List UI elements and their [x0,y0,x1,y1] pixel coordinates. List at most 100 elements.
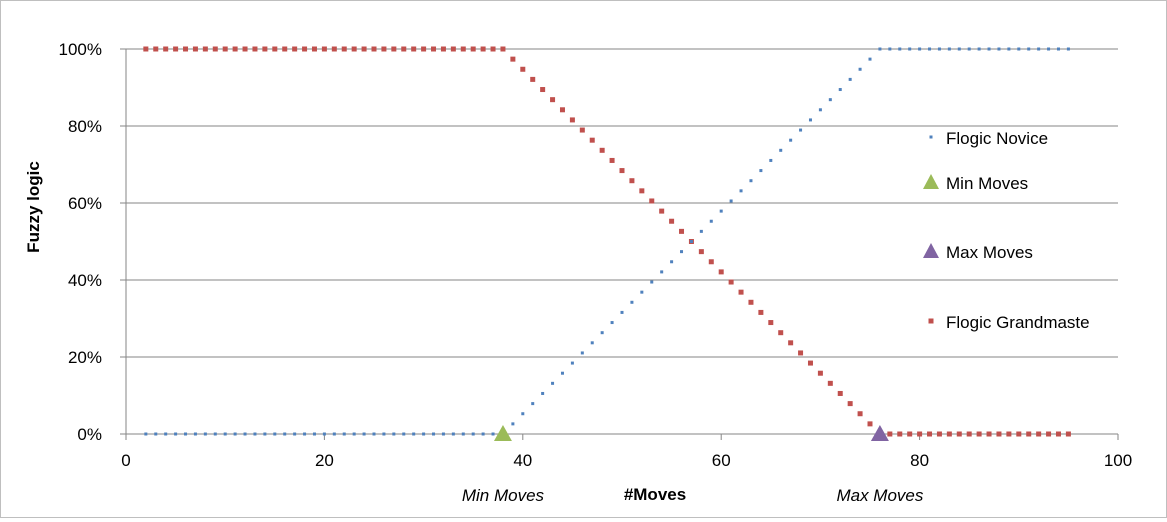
y-axis-title: Fuzzy logic [24,161,43,253]
series-0-point-18 [322,432,326,436]
series-3-point-32 [460,46,466,52]
legend-item-1: Min Moves [923,174,1028,193]
series-0-point-27 [412,432,416,436]
series-0-point-38 [521,412,525,416]
series-3-point-29 [431,46,437,52]
series-0-point-76 [898,47,902,51]
x-tick-label-4: 80 [910,451,929,470]
legend-item-2: Max Moves [923,243,1033,262]
series-0-point-77 [908,47,912,51]
legend-marker-1 [923,174,939,189]
series-0-point-89 [1027,47,1031,51]
series-0-point-74 [878,47,882,51]
series-0-point-14 [283,432,287,436]
series-3-point-49 [629,178,635,184]
axis-annotations: Min Moves Max Moves [462,486,924,505]
series-0-point-9 [233,432,237,436]
series-3-point-47 [609,157,615,163]
axes [120,48,1119,440]
series-0-point-92 [1056,47,1060,51]
series-0-point-11 [253,432,257,436]
series-3-point-56 [698,249,704,255]
x-tick-label-0: 0 [121,451,130,470]
series-3-point-82 [956,431,962,437]
series-0-point-54 [680,250,684,254]
series-3-point-76 [897,431,903,437]
series-0-point-10 [243,432,247,436]
series-3-point-36 [500,46,506,52]
data-marks [143,46,1071,441]
series-3-point-9 [232,46,238,52]
series-0-point-75 [888,47,892,51]
y-tick-label-0: 0% [77,425,102,444]
series-3-point-38 [520,66,526,72]
series-0-point-83 [967,47,971,51]
series-0-point-42 [560,371,564,375]
x-tick-label-5: 100 [1104,451,1132,470]
series-3-point-78 [917,431,923,437]
series-3-point-7 [212,46,218,52]
annotation-0: Min Moves [462,486,545,505]
series-0-point-8 [223,432,227,436]
series-3-point-19 [331,46,337,52]
series-0-point-81 [947,47,951,51]
legend-marker-3 [928,318,934,324]
series-3-point-0 [143,46,149,52]
series-3-point-71 [847,401,853,407]
legend-label-3: Flogic Grandmaste [946,313,1090,332]
y-tick-label-4: 80% [68,117,102,136]
legend-label-2: Max Moves [946,243,1033,262]
series-0-point-33 [471,432,475,436]
series-3-point-23 [371,46,377,52]
series-3-point-66 [798,350,804,356]
series-3-point-34 [480,46,486,52]
series-0-point-37 [511,422,515,426]
series-3-point-12 [262,46,268,52]
series-3-point-61 [748,299,754,305]
legend-label-1: Min Moves [946,174,1028,193]
series-0-point-69 [828,98,832,102]
series-3-point-1 [153,46,159,52]
x-tick-labels: 0 20 40 60 80 100 [121,451,1132,470]
series-3-point-21 [351,46,357,52]
series-0-point-32 [461,432,465,436]
series-0-point-47 [610,321,614,325]
series-3-point-10 [242,46,248,52]
gridlines [126,48,1118,358]
series-3-point-16 [302,46,308,52]
series-3-point-33 [470,46,476,52]
series-0-point-17 [312,432,316,436]
series-2-marker-0 [870,425,889,441]
series-0-point-48 [620,310,624,314]
series-1-marker-0 [493,425,512,441]
series-3-point-59 [728,279,734,285]
legend-marker-2 [923,243,939,258]
series-0-point-73 [868,57,872,61]
series-0-point-71 [848,77,852,81]
series-0-point-55 [689,240,693,243]
legend-item-0: Flogic Novice [929,129,1048,148]
series-0-point-46 [600,331,604,335]
series-3-point-35 [490,46,496,52]
series-0-point-12 [263,432,267,436]
series-0-point-4 [184,432,188,436]
series-3-point-43 [569,117,575,123]
series-3-point-28 [421,46,427,52]
series-3-point-80 [936,431,942,437]
x-tick-label-3: 60 [712,451,731,470]
series-3-point-31 [450,46,456,52]
series-3-point-42 [559,107,565,113]
series-0-point-13 [273,432,277,436]
series-3-point-13 [272,46,278,52]
series-0-point-26 [402,432,406,436]
series-3-point-3 [173,46,179,52]
series-0-point-35 [491,432,495,436]
x-axis-title: #Moves [624,485,686,504]
series-3-point-79 [927,431,933,437]
series-0-point-59 [729,199,733,203]
series-0-point-6 [203,432,207,436]
series-0-point-70 [838,88,842,92]
series-0-point-65 [789,138,793,142]
series-0-point-43 [570,361,574,365]
